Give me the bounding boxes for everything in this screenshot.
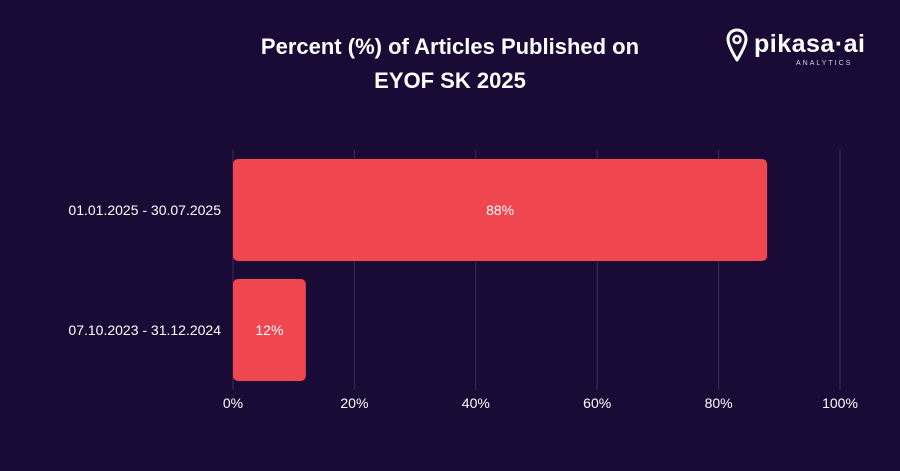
logo-tagline: ANALYTICS — [796, 60, 853, 67]
x-tick-label: 0% — [223, 395, 243, 411]
category-label: 01.01.2025 - 30.07.2025 — [68, 202, 221, 218]
x-tick-label: 100% — [822, 395, 858, 411]
x-tick-label: 20% — [340, 395, 368, 411]
location-pin-icon — [726, 28, 748, 62]
x-tick-label: 80% — [705, 395, 733, 411]
x-tick-label: 40% — [462, 395, 490, 411]
bar-data-label: 88% — [486, 202, 514, 218]
logo-wordmark: pikasa·ai — [754, 30, 866, 58]
chart-title: Percent (%) of Articles Published on EYO… — [150, 30, 750, 98]
chart-title-line-2: EYOF SK 2025 — [374, 68, 526, 93]
bar — [233, 279, 306, 381]
bar-data-label: 12% — [255, 322, 283, 338]
category-label: 07.10.2023 - 31.12.2024 — [68, 322, 221, 338]
pikasa-ai-logo: pikasa·ai ANALYTICS — [726, 28, 876, 72]
chart-title-line-1: Percent (%) of Articles Published on — [260, 34, 640, 59]
bar — [233, 159, 768, 261]
x-tick-label: 60% — [583, 395, 611, 411]
